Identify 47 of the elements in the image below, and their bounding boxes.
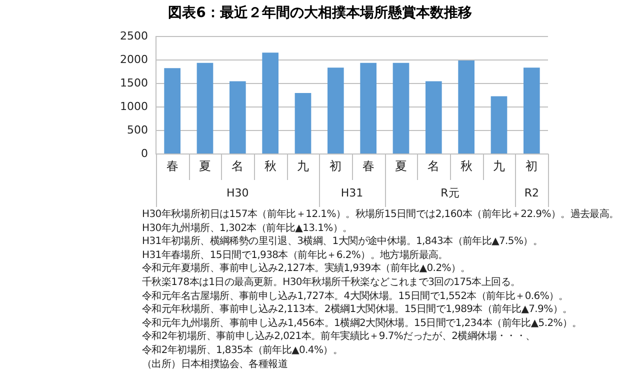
text: 千秋楽178本は1日の最高更新。H30年秋場所千秋楽などこれまで3回の175本上回る。 xyxy=(142,276,522,290)
bar xyxy=(164,68,180,154)
x-tick-label: 初 xyxy=(526,159,538,174)
bar xyxy=(426,81,442,154)
bar xyxy=(262,52,278,154)
x-tick-label: 九 xyxy=(493,159,505,174)
y-tick-label: 1000 xyxy=(120,100,148,113)
text: （出所）日本相撲協会、各種報道 xyxy=(142,358,289,372)
text: H30年九州場所、1,302本（前年比▲13.1%）。 xyxy=(142,222,354,236)
x-tick-label: 九 xyxy=(296,159,309,174)
text: 令和元年名古屋場所、事前申し込み1,727本。4大関休場。15日間で1,552本（前年比＋0.6%）。 xyxy=(142,290,570,304)
text: H31 xyxy=(340,186,364,200)
text: 令和2年初場所、事前申し込み2,021本。前年実績比＋9.7%だったが、2横綱休場・・・、 xyxy=(142,330,536,344)
bar xyxy=(392,62,410,154)
text: R2 xyxy=(524,186,539,200)
bar xyxy=(490,96,508,154)
x-tick-label: 名 xyxy=(428,159,440,174)
bar xyxy=(294,92,312,154)
x-tick-label: 夏 xyxy=(395,159,407,174)
y-tick-label: 0 xyxy=(140,146,148,160)
bar xyxy=(360,62,376,154)
x-tick-label: 初 xyxy=(330,159,342,174)
y-tick-label: 500 xyxy=(126,123,148,136)
text: R元 xyxy=(440,186,460,200)
x-tick-label: 秋 xyxy=(460,159,472,174)
bar xyxy=(458,60,474,154)
text: 令和元年夏場所、事前申し込み2,127本。実績1,939本（前年比▲0.2%）。 xyxy=(142,262,472,276)
text: H31年春場所、15日間で1,938本（前年比＋6.2%）。地方場所最高。 xyxy=(142,248,449,262)
text: 令和元年九州場所、事前申し込み1,456本。1横綱2大関休場。15日間で1,234本（前年比▲5.2%）。 xyxy=(142,316,583,330)
y-tick-label: 2500 xyxy=(120,29,148,42)
x-tick-label: 名 xyxy=(232,159,244,174)
x-tick-label: 夏 xyxy=(198,159,211,174)
x-tick-label: 春 xyxy=(166,159,178,174)
text: H31年初場所、横綱稀勢の里引退、3横綱、1大関が途中休場。1,843本（前年比▲7.5%）。 xyxy=(142,235,544,249)
y-tick-label: 1500 xyxy=(120,76,148,90)
text: H30 xyxy=(226,186,249,200)
text: 令和元年秋場所、事前申し込み2,113本。2横綱1大関休場。15日間で1,989本（前年比▲7.9%）。 xyxy=(142,303,574,317)
text: H30年秋場所初日は157本（前年比＋12.1%）。秋場所15日間では2,160本（前年比＋22.9%）。過去最高。 xyxy=(142,208,619,222)
bar xyxy=(229,81,246,154)
text: 令和2年初場所、1,835本（前年比▲0.4%）。 xyxy=(142,344,344,358)
chart-title: 図表6：最近２年間の大相撲本場所懸賞本数推移 xyxy=(167,4,473,22)
bar xyxy=(524,68,540,154)
x-tick-label: 春 xyxy=(362,159,374,174)
x-tick-label: 秋 xyxy=(264,159,276,174)
bar xyxy=(327,68,344,154)
bar xyxy=(196,62,214,154)
y-tick-label: 2000 xyxy=(120,52,148,66)
